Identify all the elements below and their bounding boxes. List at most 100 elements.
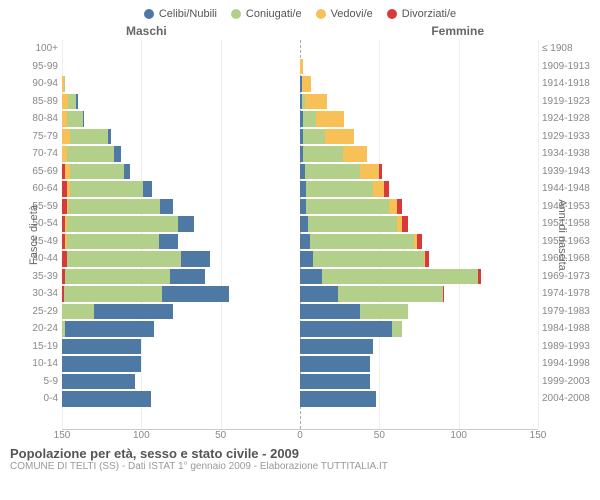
x-axis-ticks: 15010050050100150: [62, 430, 538, 444]
bar-segment: [300, 391, 376, 407]
age-label: 95-99: [32, 58, 58, 76]
age-label: 60-64: [32, 180, 58, 198]
bar-segment: [300, 216, 308, 232]
bar-segment: [108, 129, 111, 145]
bar-segment: [379, 164, 382, 180]
male-half: [62, 146, 300, 162]
bars-area: [62, 40, 538, 430]
age-label: 15-19: [32, 338, 58, 356]
male-half: [62, 216, 300, 232]
gridline: [538, 40, 539, 429]
bar-segment: [160, 199, 173, 215]
birth-label: 1944-1948: [542, 180, 590, 198]
bar-segment: [373, 181, 384, 197]
female-half: [300, 234, 538, 250]
legend-swatch: [316, 9, 326, 19]
age-label: 0-4: [44, 390, 58, 408]
bar-segment: [443, 286, 445, 302]
bar-row: [62, 93, 538, 111]
bar-segment: [67, 146, 115, 162]
bar-segment: [67, 111, 83, 127]
bar-segment: [308, 216, 397, 232]
birth-label: 1939-1943: [542, 163, 590, 181]
female-half: [300, 111, 538, 127]
bar-row: [62, 75, 538, 93]
bar-segment: [360, 304, 408, 320]
age-label: 100+: [35, 40, 58, 58]
bar-segment: [124, 164, 130, 180]
bar-row: [62, 390, 538, 408]
bar-segment: [300, 356, 370, 372]
chart-subtitle: COMUNE DI TELTI (SS) - Dati ISTAT 1° gen…: [10, 461, 590, 472]
birth-label: ≤ 1908: [542, 40, 573, 58]
birth-label: 1989-1993: [542, 338, 590, 356]
bar-segment: [360, 164, 379, 180]
male-half: [62, 251, 300, 267]
bar-segment: [313, 251, 424, 267]
female-half: [300, 199, 538, 215]
bar-segment: [70, 181, 143, 197]
bar-segment: [62, 374, 135, 390]
bar-segment: [302, 76, 312, 92]
birth-label: 1929-1933: [542, 128, 590, 146]
birth-label: 1974-1978: [542, 285, 590, 303]
bar-segment: [322, 269, 477, 285]
chart-footer: Popolazione per età, sesso e stato civil…: [6, 444, 594, 472]
x-tick: 50: [215, 430, 226, 441]
male-half: [62, 356, 300, 372]
bar-segment: [417, 234, 422, 250]
bar-row: [62, 40, 538, 58]
bar-segment: [306, 181, 373, 197]
female-half: [300, 339, 538, 355]
x-tick: 150: [54, 430, 71, 441]
bar-segment: [181, 251, 210, 267]
bar-segment: [300, 234, 310, 250]
bar-row: [62, 128, 538, 146]
bar-segment: [170, 269, 205, 285]
bar-segment: [425, 251, 428, 267]
bar-row: [62, 145, 538, 163]
bar-segment: [303, 129, 325, 145]
legend-item: Celibi/Nubili: [144, 8, 217, 20]
female-half: [300, 129, 538, 145]
male-half: [62, 269, 300, 285]
female-half: [300, 41, 538, 57]
bar-segment: [310, 234, 415, 250]
bar-segment: [397, 199, 402, 215]
bar-segment: [62, 304, 94, 320]
age-label: 85-89: [32, 93, 58, 111]
female-half: [300, 374, 538, 390]
legend-swatch: [231, 9, 241, 19]
bar-segment: [76, 94, 78, 110]
bar-segment: [338, 286, 443, 302]
female-half: [300, 251, 538, 267]
bar-row: [62, 233, 538, 251]
male-label: Maschi: [126, 24, 167, 38]
bar-segment: [159, 234, 178, 250]
legend-label: Vedovi/e: [331, 8, 373, 20]
female-half: [300, 76, 538, 92]
bar-segment: [305, 94, 327, 110]
age-label: 70-74: [32, 145, 58, 163]
bar-segment: [162, 286, 229, 302]
age-label: 65-69: [32, 163, 58, 181]
bar-segment: [306, 199, 389, 215]
plot-area: Fasce di età Anni di nascita 100+95-9990…: [6, 40, 594, 430]
legend-item: Vedovi/e: [316, 8, 373, 20]
bar-segment: [300, 304, 360, 320]
male-half: [62, 199, 300, 215]
bar-segment: [300, 321, 392, 337]
bar-segment: [64, 286, 162, 302]
x-tick: 100: [133, 430, 150, 441]
bar-segment: [300, 339, 373, 355]
bar-segment: [94, 304, 173, 320]
bar-segment: [68, 199, 160, 215]
birth-label: 1984-1988: [542, 320, 590, 338]
bar-segment: [384, 181, 389, 197]
bar-segment: [478, 269, 481, 285]
bar-row: [62, 303, 538, 321]
birth-label: 1999-2003: [542, 373, 590, 391]
bar-row: [62, 285, 538, 303]
bar-segment: [303, 111, 316, 127]
female-half: [300, 181, 538, 197]
